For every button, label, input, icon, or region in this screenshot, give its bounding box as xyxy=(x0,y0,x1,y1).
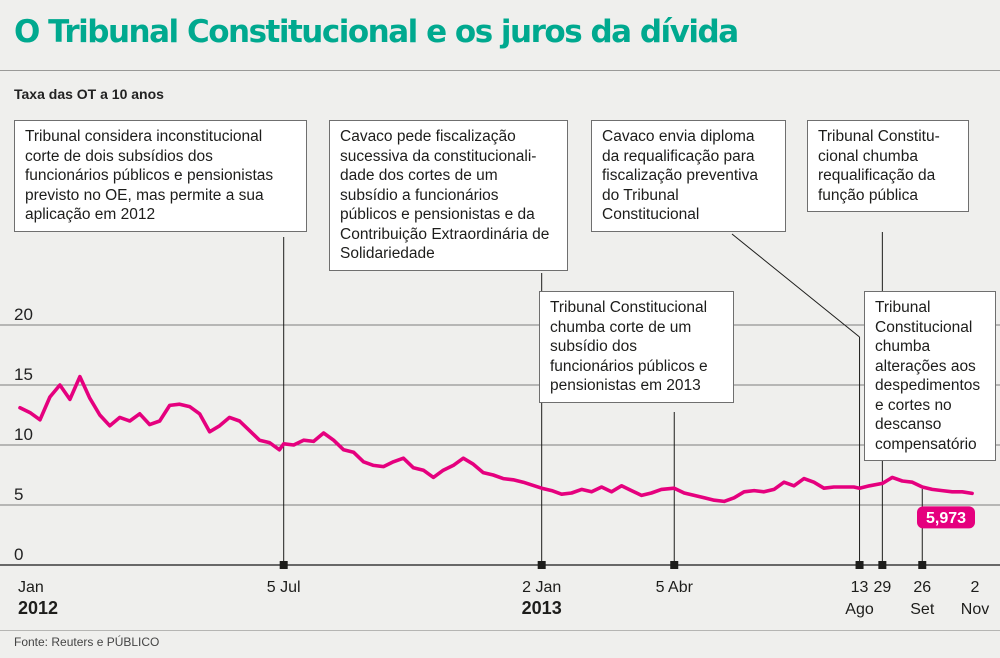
y-tick-label-0: 0 xyxy=(14,545,23,564)
x-tick-label-0-1: 2012 xyxy=(18,598,58,618)
x-tick-marker-4 xyxy=(855,561,864,569)
y-tick-label-10: 10 xyxy=(14,425,33,444)
x-tick-label-2-0: 2 Jan xyxy=(522,579,561,596)
event-leader-ago13-slant xyxy=(731,233,860,338)
x-tick-label-1-0: 5 Jul xyxy=(267,579,301,596)
x-tick-label-5-0: 29 xyxy=(873,579,891,596)
callout-c4: Cavaco envia diploma da requalificação p… xyxy=(591,120,786,232)
footer-divider xyxy=(0,630,1000,631)
chart-subtitle: Taxa das OT a 10 anos xyxy=(14,86,164,102)
x-tick-label-7-1: Nov xyxy=(961,601,989,618)
title-divider xyxy=(0,70,1000,71)
y-tick-label-20: 20 xyxy=(14,305,33,324)
chart-title: O Tribunal Constitucional e os juros da … xyxy=(14,14,739,50)
x-tick-marker-3 xyxy=(670,561,679,569)
last-value-badge xyxy=(917,506,975,529)
callout-c3: Tribunal Constitucional chumba corte de … xyxy=(539,291,734,403)
x-tick-label-2-1: 2013 xyxy=(522,598,562,618)
callout-c6: Tribunal Constitucional chumba alteraçõe… xyxy=(864,291,996,461)
x-tick-label-6-0: 26 xyxy=(913,579,931,596)
x-tick-label-4-0: 13 xyxy=(851,579,869,596)
y-tick-label-5: 5 xyxy=(14,485,23,504)
callout-c1: Tribunal considera inconstitucional cort… xyxy=(14,120,307,232)
x-tick-label-3-0: 5 Abr xyxy=(656,579,694,596)
last-value-label: 5,973 xyxy=(926,510,966,527)
x-tick-marker-5 xyxy=(878,561,887,569)
x-tick-marker-6 xyxy=(918,561,927,569)
x-tick-label-6-1: Set xyxy=(910,601,935,618)
x-tick-label-7-0: 2 xyxy=(971,579,980,596)
x-tick-label-0-0: Jan xyxy=(18,579,44,596)
callout-c5: Tribunal Constitu-cional chumba requalif… xyxy=(807,120,969,212)
series-line xyxy=(18,374,974,504)
x-tick-label-4-1: Ago xyxy=(845,601,874,618)
x-tick-marker-2 xyxy=(537,561,546,569)
x-tick-marker-1 xyxy=(279,561,288,569)
callout-c2: Cavaco pede fiscalização sucessiva da co… xyxy=(329,120,568,271)
y-tick-label-15: 15 xyxy=(14,365,33,384)
source-note: Fonte: Reuters e PÚBLICO xyxy=(14,635,160,649)
